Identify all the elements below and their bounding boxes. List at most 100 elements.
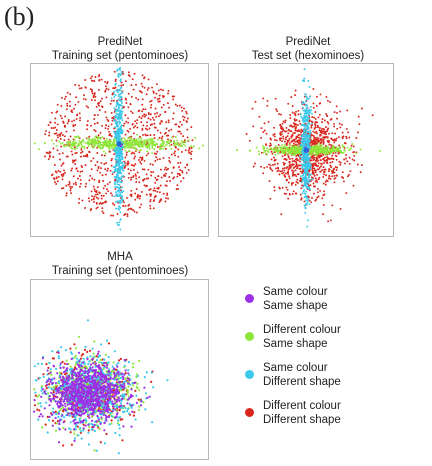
scatter-point [120,84,123,87]
scatter-point [156,146,159,148]
scatter-point [134,198,137,201]
scatter-point [294,119,296,122]
scatter-point [352,145,355,148]
scatter-point [128,412,131,415]
scatter-point [163,168,166,171]
scatter-point [311,116,314,119]
scatter-point [128,137,131,140]
scatter-point [287,171,290,174]
scatter-point [281,127,284,130]
scatter-point [117,104,120,107]
scatter-point [290,96,293,99]
scatter-point [122,84,125,86]
scatter-point [94,141,97,144]
scatter-point [90,190,93,193]
scatter-point [105,162,108,164]
scatter-point [93,201,96,203]
scatter-point [75,147,78,150]
scatter-point [297,113,300,116]
scatter-point [115,163,117,165]
scatter-point [93,188,96,191]
scatter-point [105,138,108,140]
scatter-point [115,201,117,203]
scatter-point [302,142,305,145]
scatter-point [190,150,193,153]
scatter-point [298,139,301,142]
scatter-point [122,169,125,172]
scatter-point [113,93,116,96]
scatter-point [319,189,322,192]
scatter-point [357,115,360,118]
scatter-point [172,98,175,101]
scatter-point [294,165,296,168]
scatter-point [269,197,272,200]
scatter-point [184,166,187,169]
scatter-point [74,148,76,151]
scatter-point [111,119,114,122]
scatter-point [164,172,167,175]
plot2-scatter [236,68,381,228]
scatter-point [333,122,336,125]
scatter-point [107,167,109,170]
scatter-point [317,137,320,140]
scatter-point [152,90,155,93]
scatter-point [126,141,129,144]
scatter-point [287,139,290,142]
scatter-point [55,139,58,142]
scatter-point [314,111,317,113]
scatter-point [52,127,55,130]
scatter-point [346,146,349,149]
scatter-point [87,145,90,148]
scatter-point [315,159,318,162]
scatter-point [127,385,130,388]
scatter-point [127,71,130,74]
scatter-point [114,115,116,118]
scatter-point [115,150,118,153]
scatter-point [81,199,84,202]
scatter-point [300,198,303,201]
scatter-point [331,154,334,157]
scatter-point [297,159,300,162]
scatter-point [107,368,111,371]
scatter-point [181,171,184,174]
scatter-point [143,178,146,181]
scatter-point [304,167,306,170]
scatter-point [88,142,91,145]
scatter-point [136,374,139,378]
scatter-point [108,148,111,151]
scatter-point [71,147,74,150]
scatter-point [119,218,122,221]
scatter-point [312,134,315,137]
scatter-point [147,152,150,155]
scatter-point [313,167,316,170]
scatter-point [107,190,110,193]
scatter-point [310,146,313,149]
scatter-point [67,183,70,186]
scatter-point [110,123,113,126]
scatter-point [70,169,73,172]
scatter-point [318,127,321,129]
scatter-point [294,140,296,143]
scatter-point [51,357,54,360]
scatter-point [130,84,133,87]
scatter-point [338,144,341,147]
scatter-point [165,184,168,187]
scatter-point [321,127,324,130]
scatter-point [332,145,335,148]
scatter-point [76,177,79,180]
scatter-point [115,164,118,167]
scatter-point [134,389,137,392]
scatter-point [337,152,340,155]
scatter-point [287,132,290,135]
scatter-point [306,171,308,173]
scatter-point [300,131,303,134]
scatter-point [316,136,318,139]
scatter-point [140,203,143,206]
scatter-point [300,150,303,153]
scatter-point [76,170,79,173]
scatter-point [318,166,321,169]
scatter-point [104,90,107,93]
scatter-point [79,178,82,181]
scatter-point [62,444,65,447]
scatter-point [51,111,53,114]
